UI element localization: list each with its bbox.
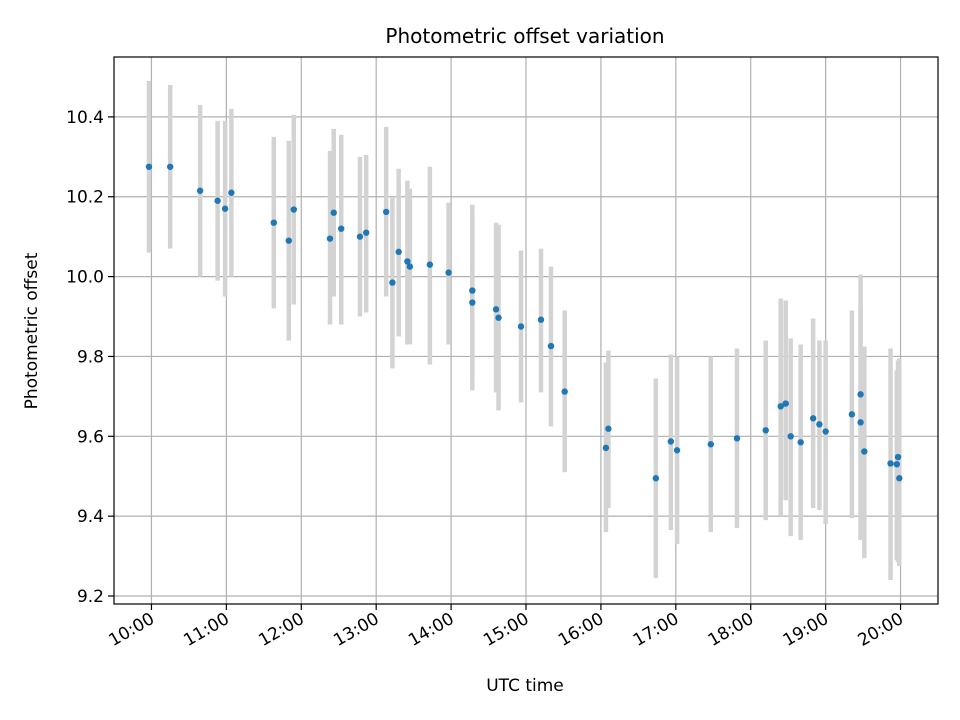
y-tick-label: 10.4 (66, 108, 104, 128)
x-axis-label: UTC time (486, 676, 564, 696)
data-point (326, 235, 334, 242)
data-point (652, 475, 660, 482)
x-tick-label: 13:00 (330, 609, 382, 651)
data-point (896, 475, 903, 482)
x-tick-label: 17:00 (630, 609, 682, 651)
data-point (822, 428, 829, 435)
data-point (561, 388, 568, 395)
data-point (166, 163, 174, 170)
data-point (362, 229, 370, 236)
y-tick-label: 10.2 (66, 188, 104, 208)
x-tick-label: 11:00 (180, 609, 232, 651)
y-axis-label: Photometric offset (22, 252, 42, 409)
data-point (426, 261, 434, 268)
data-point (887, 460, 894, 467)
data-point (196, 187, 204, 194)
data-point (782, 400, 789, 407)
data-point (285, 237, 292, 244)
data-point (228, 189, 235, 196)
data-point (445, 269, 452, 276)
data-point (861, 448, 868, 455)
data-point (848, 411, 856, 418)
data-point (495, 314, 502, 321)
data-point (733, 435, 741, 442)
data-point (214, 197, 221, 204)
data-point (517, 323, 525, 330)
data-point (707, 441, 714, 448)
data-point (857, 391, 864, 398)
data-point (492, 306, 500, 313)
data-point (469, 299, 476, 306)
x-tick-label: 19:00 (780, 609, 832, 651)
data-point (893, 461, 900, 468)
data-point (816, 421, 823, 428)
data-points (145, 163, 903, 482)
x-tick-label: 14:00 (405, 609, 457, 651)
axes: 10:00 11:00 12:00 13:00 14:00 15:00 16:00 17:00… (66, 56, 939, 651)
chart-title: Photometric offset variation (385, 24, 664, 48)
data-point (797, 439, 804, 446)
y-tick-label: 9.4 (77, 507, 104, 527)
data-point (221, 205, 229, 212)
data-point (857, 419, 864, 426)
plot-frame (113, 56, 939, 605)
x-tick-label: 15:00 (480, 609, 532, 651)
data-point (290, 206, 297, 213)
error-bars (146, 80, 902, 581)
data-point (547, 342, 555, 350)
data-point (395, 248, 402, 256)
data-point (469, 287, 476, 294)
data-point (338, 225, 345, 232)
data-point (602, 444, 610, 452)
x-tick-label: 10:00 (106, 609, 158, 651)
x-tick-label: 18:00 (705, 609, 757, 651)
data-point (762, 427, 769, 434)
data-point (145, 163, 153, 170)
data-point (389, 279, 396, 286)
data-point (605, 425, 612, 432)
y-tick-label: 10.0 (66, 268, 104, 288)
data-point (270, 219, 278, 226)
data-point (894, 453, 902, 461)
y-tick-label: 9.2 (77, 587, 104, 607)
data-point (382, 208, 390, 216)
data-point (787, 433, 794, 440)
y-tick-label: 9.6 (77, 427, 104, 447)
data-point (330, 209, 337, 216)
data-point (537, 316, 545, 323)
data-point (809, 415, 817, 422)
data-point (406, 263, 414, 270)
data-point (356, 233, 364, 240)
x-tick-label: 20:00 (855, 609, 907, 651)
x-tick-label: 12:00 (255, 609, 307, 651)
data-point (777, 403, 784, 410)
x-tick-label: 16:00 (555, 609, 607, 651)
data-point (667, 438, 675, 445)
data-point (404, 258, 411, 265)
data-point (673, 447, 681, 454)
y-tick-label: 9.8 (77, 347, 104, 367)
